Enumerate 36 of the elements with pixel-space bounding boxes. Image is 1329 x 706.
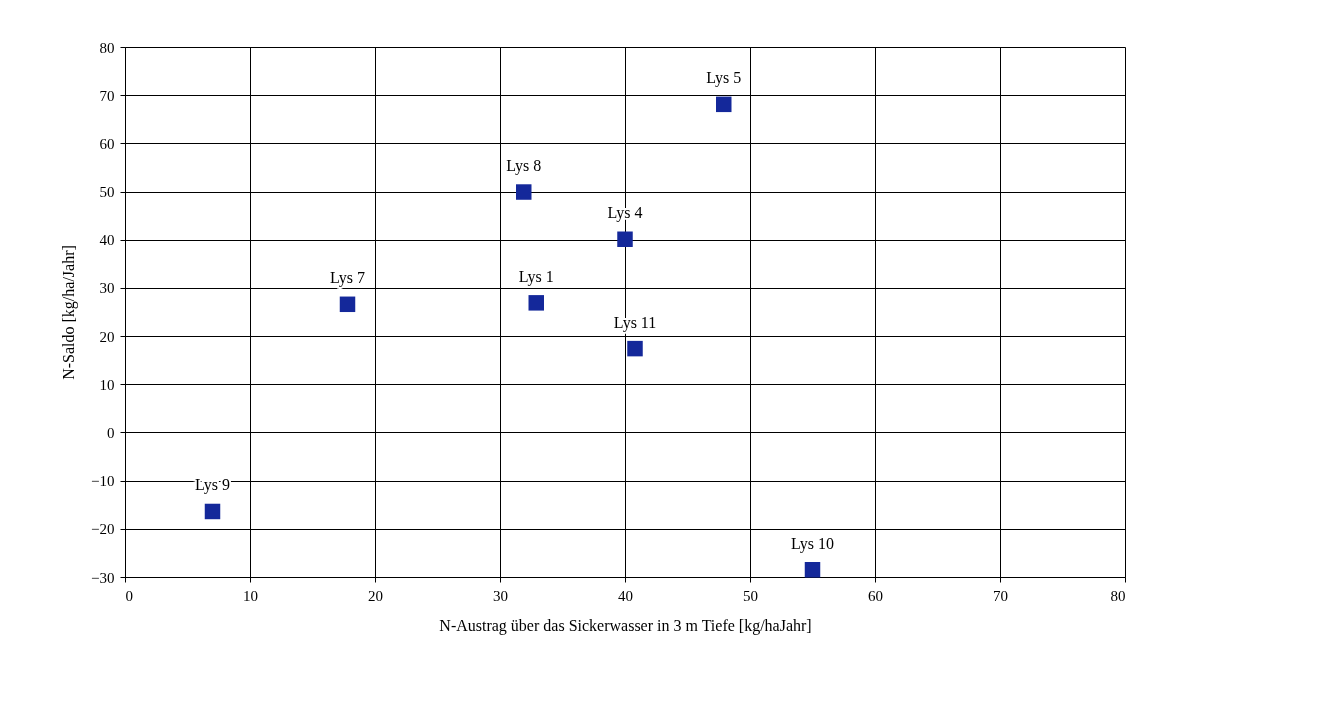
y-tick-label: 80 — [99, 39, 115, 56]
y-tick-label: 60 — [99, 135, 115, 152]
x-tick-label: 50 — [743, 587, 758, 604]
point — [516, 184, 532, 200]
x-tick-label: 80 — [1110, 587, 1126, 604]
annotation: Lys 8 — [506, 157, 542, 176]
y-tick-label: 30 — [99, 280, 115, 297]
point — [804, 562, 821, 578]
x-tick-label: 70 — [993, 587, 1008, 604]
point — [204, 503, 221, 520]
x-tick-label: 30 — [493, 587, 508, 604]
annotation: Lys 5 — [706, 69, 742, 88]
x-tick-label: 40 — [618, 587, 633, 604]
y-tick-label: 70 — [99, 87, 115, 104]
point — [617, 231, 633, 247]
y-tick-label: −30 — [91, 569, 115, 586]
point — [528, 295, 544, 311]
x-tick-label: 0 — [125, 587, 133, 604]
point — [627, 340, 643, 357]
point — [716, 96, 732, 113]
y-tick-label: 50 — [99, 184, 115, 201]
point — [339, 296, 356, 313]
y-tick-label: 40 — [99, 232, 115, 249]
y-tick-label: −20 — [91, 521, 115, 538]
y-tick-label: 0 — [107, 424, 115, 441]
annotation: Lys 1 — [518, 267, 554, 286]
y-tick-label: −10 — [91, 473, 115, 490]
y-tick-label: 20 — [99, 328, 115, 345]
y-axis-title: N-Saldo [kg/ha/Jahr] — [60, 245, 79, 380]
x-tick-label: 60 — [868, 587, 883, 604]
annotation: Lys 10 — [790, 534, 835, 553]
annotation: Lys 7 — [329, 269, 366, 288]
x-tick-label: 10 — [243, 587, 258, 604]
x-tick-label: 20 — [368, 587, 383, 604]
y-tick-label: 10 — [99, 376, 115, 393]
x-axis-title: N-Austrag über das Sickerwasser in 3 m Tiefe [kg/haJahr] — [439, 616, 812, 635]
